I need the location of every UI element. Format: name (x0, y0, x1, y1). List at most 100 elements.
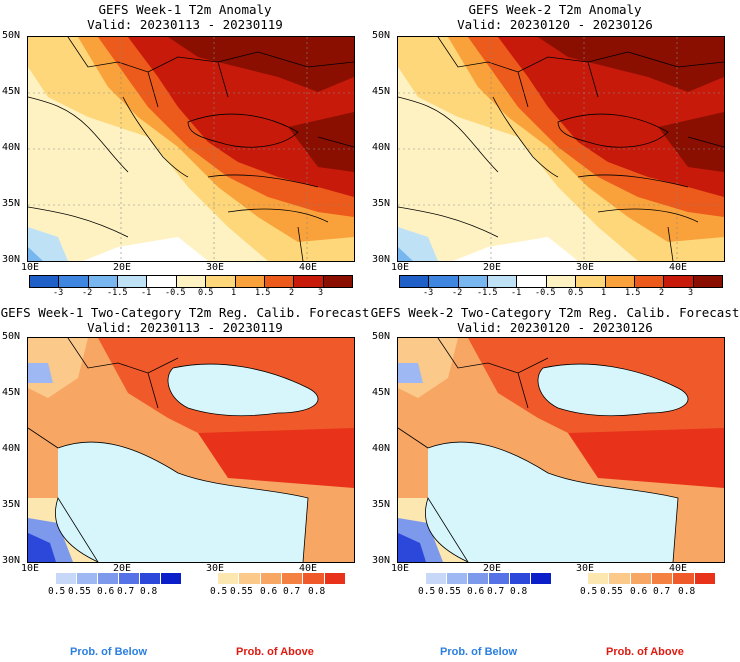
prob-above-label: Prob. of Above (236, 646, 314, 658)
lat-label: 40N (372, 443, 391, 454)
panel-title: GEFS Week-2 T2m Anomaly (468, 2, 642, 17)
colorbar-label: -3 (423, 288, 434, 298)
anomaly-colorbar (399, 275, 723, 288)
colorbar-label: 1 (231, 288, 237, 298)
lat-label: 50N (2, 331, 21, 342)
colorbar-label: -0.5 (165, 288, 186, 298)
panel-valid-dates: Valid: 20230120 - 20230126 (457, 320, 653, 335)
lat-label: 30N (372, 555, 391, 566)
lon-label: 40E (669, 563, 688, 574)
colorbar-label: 0.7 (653, 586, 671, 597)
lat-label: 35N (372, 499, 391, 510)
colorbar-label: 0.6 (97, 586, 115, 597)
colorbar-label: -1 (141, 288, 152, 298)
lat-label: 45N (372, 387, 391, 398)
colorbar-label: 3 (688, 288, 694, 298)
colorbar-label: -2 (82, 288, 93, 298)
colorbar-label: 0.55 (68, 586, 91, 597)
colorbar-label: 0.8 (678, 586, 696, 597)
colorbar-label: 0.7 (283, 586, 301, 597)
lat-label: 45N (372, 86, 391, 97)
prob-below-colorbar (55, 572, 182, 585)
lon-label: 40E (669, 262, 688, 273)
colorbar-label: 0.5 (418, 586, 436, 597)
prob-above-colorbar (217, 572, 346, 585)
panel-valid-dates: Valid: 20230120 - 20230126 (457, 17, 653, 32)
lon-label: 30E (206, 563, 225, 574)
prob-below-colorbar (425, 572, 552, 585)
colorbar-label: 0.6 (260, 586, 278, 597)
lat-label: 45N (2, 86, 21, 97)
lon-label: 30E (206, 262, 225, 273)
panel-title: GEFS Week-1 Two-Category T2m Reg. Calib.… (0, 305, 370, 320)
colorbar-label: -1.5 (107, 288, 128, 298)
lon-label: 20E (113, 563, 132, 574)
lat-label: 50N (2, 30, 21, 41)
colorbar-label: 0.5 (210, 586, 228, 597)
colorbar-label: -2 (452, 288, 463, 298)
lat-label: 40N (2, 443, 21, 454)
colorbar-label: 2 (289, 288, 295, 298)
colorbar-label: 0.55 (230, 586, 253, 597)
colorbar-label: -0.5 (535, 288, 556, 298)
lon-label: 10E (391, 262, 410, 273)
panel-week1-probability: GEFS Week-1 Two-Category T2m Reg. Calib.… (0, 300, 370, 662)
lon-label: 30E (576, 563, 595, 574)
colorbar-label: 0.8 (140, 586, 158, 597)
colorbar-label: 0.55 (600, 586, 623, 597)
colorbar-label: 0.5 (580, 586, 598, 597)
lon-label: 40E (299, 563, 318, 574)
colorbar-label: 0.7 (487, 586, 505, 597)
colorbar-label: 0.5 (568, 288, 584, 298)
colorbar-label: -1 (511, 288, 522, 298)
panel-valid-dates: Valid: 20230113 - 20230119 (87, 17, 283, 32)
lat-label: 40N (2, 142, 21, 153)
colorbar-label: 0.6 (630, 586, 648, 597)
panel-title: GEFS Week-2 Two-Category T2m Reg. Calib.… (370, 305, 740, 320)
colorbar-label: 0.5 (48, 586, 66, 597)
lat-label: 45N (2, 387, 21, 398)
lon-label: 10E (391, 563, 410, 574)
prob-below-label: Prob. of Below (70, 646, 147, 658)
lon-label: 10E (21, 262, 40, 273)
colorbar-label: 0.8 (510, 586, 528, 597)
lat-label: 40N (372, 142, 391, 153)
lat-label: 35N (2, 499, 21, 510)
colorbar-label: 1.5 (625, 288, 641, 298)
panel-valid-dates: Valid: 20230113 - 20230119 (87, 320, 283, 335)
lat-label: 35N (2, 198, 21, 209)
lon-label: 40E (299, 262, 318, 273)
panel-week2-probability: GEFS Week-2 Two-Category T2m Reg. Calib.… (370, 300, 740, 662)
lat-label: 30N (2, 254, 21, 265)
colorbar-label: 1.5 (255, 288, 271, 298)
colorbar-label: 3 (318, 288, 324, 298)
colorbar-label: 0.6 (467, 586, 485, 597)
prob-below-label: Prob. of Below (440, 646, 517, 658)
panel-week2-anomaly: GEFS Week-2 T2m Anomaly Valid: 20230120 … (370, 0, 740, 300)
anomaly-map (397, 36, 725, 262)
colorbar-label: 2 (659, 288, 665, 298)
lon-label: 30E (576, 262, 595, 273)
colorbar-label: 1 (601, 288, 607, 298)
lon-label: 20E (483, 563, 502, 574)
probability-map (397, 337, 725, 563)
anomaly-colorbar (29, 275, 353, 288)
prob-above-colorbar (587, 572, 716, 585)
lat-label: 50N (372, 331, 391, 342)
lat-label: 30N (2, 555, 21, 566)
lon-label: 20E (483, 262, 502, 273)
lon-label: 10E (21, 563, 40, 574)
panel-title: GEFS Week-1 T2m Anomaly (98, 2, 272, 17)
lat-label: 50N (372, 30, 391, 41)
lat-label: 35N (372, 198, 391, 209)
prob-above-label: Prob. of Above (606, 646, 684, 658)
colorbar-label: -3 (53, 288, 64, 298)
panel-week1-anomaly: GEFS Week-1 T2m Anomaly Valid: 20230113 … (0, 0, 370, 300)
anomaly-map (27, 36, 355, 262)
probability-map (27, 337, 355, 563)
colorbar-label: 0.5 (198, 288, 214, 298)
colorbar-label: -1.5 (477, 288, 498, 298)
lon-label: 20E (113, 262, 132, 273)
colorbar-label: 0.55 (438, 586, 461, 597)
colorbar-label: 0.8 (308, 586, 326, 597)
